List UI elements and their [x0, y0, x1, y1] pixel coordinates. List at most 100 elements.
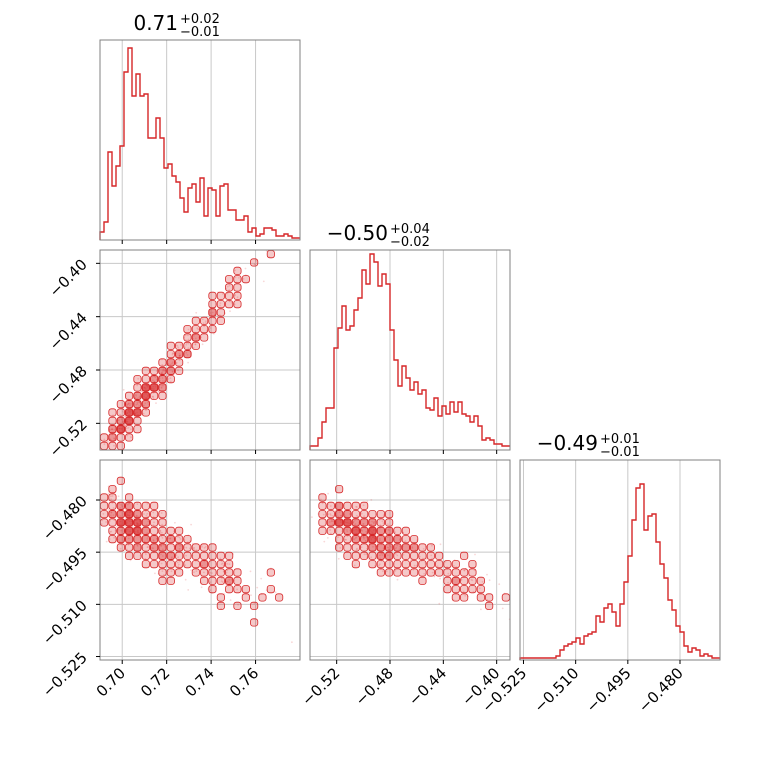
- density-cell-2-0: [141, 535, 150, 544]
- scatter-point-1-0: [233, 293, 236, 296]
- density-cell-2-0: [108, 518, 117, 527]
- scatter-point-2-0: [159, 530, 162, 532]
- density-cell-1-0: [200, 333, 209, 342]
- density-cell-2-0: [125, 551, 134, 560]
- density-cell-2-1: [476, 585, 485, 594]
- density-cell-2-0: [150, 526, 159, 535]
- scatter-point-1-0: [201, 343, 204, 346]
- scatter-point-1-0: [204, 320, 207, 323]
- density-cell-2-0: [250, 601, 259, 610]
- density-cell-2-0: [200, 560, 209, 569]
- density-cell-1-0: [183, 350, 192, 359]
- density-cell-2-1: [418, 568, 427, 577]
- scatter-point-2-1: [413, 564, 416, 567]
- density-cell-1-0: [116, 400, 125, 409]
- density-cell-1-0: [141, 383, 151, 392]
- scatter-point-2-0: [109, 519, 111, 522]
- scatter-point-2-0: [256, 586, 259, 589]
- y-tick-label-1: −0.40: [46, 255, 91, 300]
- scatter-point-1-0: [161, 363, 164, 366]
- density-cell-1-0: [125, 425, 134, 434]
- density-cell-1-0: [158, 375, 167, 384]
- scatter-point-2-1: [439, 543, 442, 546]
- scatter-point-2-0: [160, 531, 163, 534]
- density-cell-2-1: [401, 543, 411, 552]
- density-cell-2-0: [150, 535, 159, 544]
- scatter-point-2-1: [438, 602, 441, 605]
- scatter-point-1-0: [130, 428, 132, 431]
- density-cell-2-1: [393, 535, 402, 544]
- scatter-point-2-0: [174, 521, 176, 524]
- scatter-point-2-1: [342, 526, 344, 528]
- x-tick-label-1: −0.44: [405, 664, 450, 709]
- density-cell-2-0: [158, 568, 167, 577]
- density-cell-2-0: [108, 485, 117, 494]
- density-cell-2-1: [376, 518, 385, 527]
- scatter-point-2-0: [195, 549, 198, 552]
- density-cell-2-1: [485, 593, 494, 602]
- scatter-point-2-1: [480, 608, 482, 611]
- scatter-point-2-0: [145, 514, 148, 517]
- scatter-point-2-1: [394, 570, 397, 572]
- scatter-point-2-0: [176, 535, 179, 538]
- scatter-point-2-1: [370, 499, 373, 501]
- scatter-point-2-0: [105, 540, 108, 543]
- density-cell-1-0: [166, 358, 175, 367]
- density-cell-1-0: [150, 391, 159, 400]
- density-cell-2-1: [460, 576, 469, 585]
- density-cell-2-1: [343, 543, 352, 552]
- scatter-point-2-0: [220, 580, 223, 582]
- density-cell-1-0: [158, 366, 167, 376]
- density-cell-2-0: [158, 560, 167, 569]
- scatter-point-2-0: [159, 531, 162, 534]
- density-cell-1-0: [116, 408, 125, 417]
- density-cell-2-1: [326, 510, 335, 519]
- scatter-point-2-0: [124, 525, 126, 528]
- scatter-point-2-1: [404, 540, 407, 542]
- density-cell-1-0: [175, 358, 184, 367]
- scatter-point-2-1: [329, 532, 332, 535]
- scatter-point-2-1: [321, 502, 324, 505]
- scatter-point-2-1: [396, 578, 399, 581]
- scatter-point-2-0: [291, 641, 293, 644]
- scatter-point-1-0: [136, 384, 139, 387]
- density-cell-2-1: [335, 501, 344, 511]
- scatter-point-2-1: [337, 557, 340, 560]
- scatter-point-2-0: [185, 546, 188, 549]
- density-cell-2-1: [335, 543, 344, 552]
- density-cell-2-1: [393, 543, 402, 552]
- density-cell-2-0: [116, 543, 125, 552]
- density-cell-1-0: [141, 375, 150, 384]
- density-cell-1-0: [100, 441, 109, 450]
- density-cell-1-0: [133, 400, 142, 409]
- scatter-point-2-0: [178, 536, 181, 539]
- scatter-point-1-0: [171, 352, 174, 355]
- density-cell-2-0: [116, 535, 125, 544]
- density-cell-1-0: [141, 408, 150, 417]
- scatter-point-2-1: [326, 537, 329, 539]
- density-cell-2-0: [133, 551, 142, 560]
- density-cell-2-0: [158, 551, 167, 561]
- density-cell-2-1: [351, 543, 360, 552]
- density-cell-2-0: [208, 576, 217, 585]
- density-cell-1-0: [125, 433, 134, 442]
- scatter-point-2-0: [221, 577, 223, 580]
- scatter-point-1-0: [125, 427, 128, 430]
- density-cell-2-1: [451, 593, 460, 602]
- scatter-point-2-1: [336, 543, 339, 546]
- density-cell-2-1: [368, 551, 377, 560]
- scatter-point-2-0: [160, 512, 163, 514]
- density-cell-2-0: [116, 510, 125, 519]
- density-cell-2-0: [233, 576, 242, 585]
- density-cell-2-0: [100, 501, 109, 510]
- histogram-title-median-1: −0.50: [327, 221, 388, 245]
- density-cell-2-0: [166, 568, 175, 577]
- density-cell-1-0: [216, 316, 225, 325]
- label-layer: 0.71 +0.02−0.01−0.50 +0.04−0.02−0.49 +0.01−…: [39, 11, 687, 716]
- scatter-point-2-0: [167, 570, 170, 572]
- density-cell-2-0: [258, 593, 267, 602]
- scatter-point-1-0: [221, 293, 224, 295]
- density-cell-1-0: [133, 375, 142, 384]
- density-cell-2-0: [191, 568, 200, 577]
- density-cell-2-0: [225, 551, 234, 560]
